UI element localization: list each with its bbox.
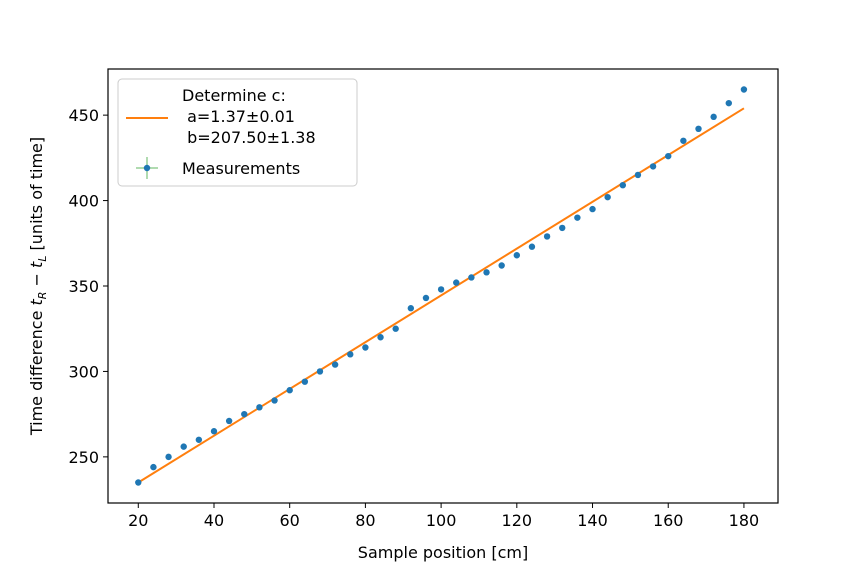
x-tick-label: 80 xyxy=(355,511,375,530)
data-point xyxy=(225,417,233,425)
legend-measurements-label: Measurements xyxy=(182,159,300,178)
data-point xyxy=(331,361,339,368)
legend-fit-label-line-3: b=207.50±1.38 xyxy=(182,128,316,147)
data-point xyxy=(574,214,581,221)
y-axis-label-prefix: Time difference xyxy=(27,305,46,436)
y-tick-label: 250 xyxy=(68,448,99,467)
data-point xyxy=(256,404,263,411)
legend-box xyxy=(117,78,358,187)
data-point xyxy=(316,368,324,375)
data-point xyxy=(362,344,369,351)
data-point xyxy=(241,410,248,418)
data-point xyxy=(634,171,642,179)
y-tick-label: 450 xyxy=(68,106,99,125)
x-tick-label: 100 xyxy=(426,511,457,530)
plot-frame xyxy=(107,68,779,504)
data-point xyxy=(740,86,748,93)
data-point xyxy=(513,252,521,259)
data-point xyxy=(498,262,505,269)
data-point xyxy=(377,334,384,341)
y-axis-label-minus: − xyxy=(27,268,46,292)
y-axis-label-sub-r: R xyxy=(36,292,49,300)
data-point xyxy=(180,443,187,450)
data-point xyxy=(604,193,611,201)
data-point xyxy=(347,351,354,358)
legend-fit-label-line-2: a=1.37±0.01 xyxy=(182,107,295,126)
x-tick-label: 160 xyxy=(653,511,684,530)
data-point xyxy=(649,163,657,170)
data-point xyxy=(468,274,475,281)
x-tick-label: 120 xyxy=(502,511,533,530)
legend: Determine c: a=1.37±0.01 b=207.50±1.38 M… xyxy=(117,78,358,187)
data-point xyxy=(695,125,702,133)
fit-line xyxy=(137,107,745,484)
x-axis-ticks: 20 40 60 80 100 120 140 160 180 xyxy=(128,503,759,530)
x-axis-label: Sample position [cm] xyxy=(358,543,528,562)
x-tick-label: 140 xyxy=(577,511,608,530)
legend-point-swatch xyxy=(143,164,151,172)
data-point xyxy=(680,137,687,144)
data-point xyxy=(301,378,309,385)
data-point xyxy=(286,387,293,394)
y-axis-label-sub-l: L xyxy=(36,256,49,262)
legend-fit-label-line-1: Determine c: xyxy=(182,86,286,105)
data-point xyxy=(589,205,596,213)
data-point xyxy=(483,269,490,276)
measurement-points-layer xyxy=(135,86,748,486)
fit-line-layer xyxy=(137,107,745,484)
data-point xyxy=(135,479,142,486)
y-tick-label: 300 xyxy=(68,362,99,381)
data-point xyxy=(619,181,627,189)
y-axis-label-suffix: [units of time] xyxy=(27,137,46,256)
y-tick-label: 350 xyxy=(68,277,99,296)
data-point xyxy=(210,428,218,435)
data-point xyxy=(407,305,415,312)
data-point xyxy=(725,99,732,107)
y-axis-label-t-r: t xyxy=(27,298,46,305)
data-point xyxy=(665,152,672,160)
y-axis-label-t-l: t xyxy=(27,261,46,268)
x-tick-label: 20 xyxy=(128,511,148,530)
data-point xyxy=(422,294,430,302)
x-tick-label: 40 xyxy=(204,511,224,530)
data-point xyxy=(559,224,566,232)
data-point xyxy=(543,233,551,240)
data-point xyxy=(710,113,717,121)
data-point xyxy=(165,453,172,461)
data-point xyxy=(437,286,445,293)
legend-fit-label: Determine c: a=1.37±0.01 b=207.50±1.38 xyxy=(182,86,316,147)
data-point xyxy=(392,325,399,332)
x-tick-label: 180 xyxy=(729,511,760,530)
y-axis-ticks: 250 300 350 400 450 xyxy=(68,106,108,467)
data-point xyxy=(453,279,460,286)
y-tick-label: 400 xyxy=(68,192,99,211)
data-point xyxy=(528,243,536,250)
y-axis-label: Time difference tR − tL [units of time] xyxy=(27,137,49,436)
data-point xyxy=(150,463,157,471)
x-tick-label: 60 xyxy=(280,511,300,530)
data-point xyxy=(195,436,203,443)
data-point xyxy=(271,397,278,404)
